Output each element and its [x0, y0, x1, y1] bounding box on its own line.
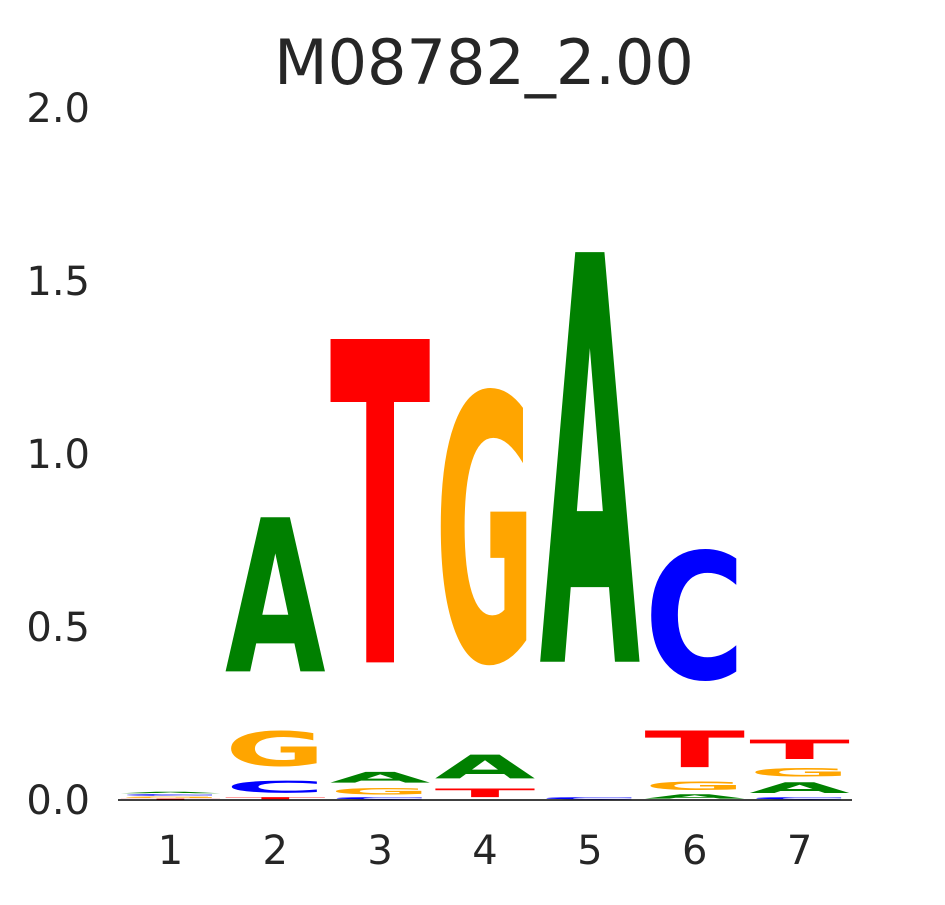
logo-letter-glyph: G — [644, 779, 745, 793]
x-tick-label: 6 — [682, 828, 707, 874]
x-tick-label: 2 — [263, 828, 288, 874]
logo-letter-a: A — [644, 793, 745, 800]
logo-letter-g: G — [225, 722, 326, 777]
logo-letter-glyph: C — [540, 797, 641, 800]
logo-letter-glyph: A — [540, 141, 642, 795]
logo-letter-t: T — [644, 721, 745, 779]
y-tick-label: 0.0 — [26, 778, 90, 824]
logo-letter-c: C — [120, 794, 221, 796]
logo-letter-g: G — [120, 796, 221, 798]
y-axis: 0.0 0.5 1.0 1.5 2.0 — [26, 86, 90, 824]
logo-letter-a: A — [120, 791, 221, 793]
logo-letter-g: G — [330, 786, 431, 796]
logo-letter-glyph: T — [435, 786, 536, 800]
logo-letter-glyph: C — [749, 797, 850, 800]
logo-letter-glyph: T — [120, 798, 221, 800]
y-tick-label: 1.0 — [26, 432, 90, 478]
logo-letter-c: C — [644, 517, 745, 720]
logo-letter-glyph: A — [120, 791, 221, 793]
logo-letter-t: T — [435, 786, 536, 800]
logo-letter-c: C — [749, 797, 850, 800]
logo-letter-a: A — [749, 779, 850, 796]
logo-letter-glyph: T — [749, 735, 850, 766]
logo-letter-t: T — [120, 798, 221, 800]
logo-letter-t: T — [225, 797, 326, 800]
logo-letter-glyph: A — [749, 779, 850, 796]
logo-letter-c: C — [330, 797, 431, 800]
logo-letter-a: A — [435, 748, 536, 786]
logo-letter-t: T — [749, 735, 850, 766]
x-tick-label: 5 — [577, 828, 602, 874]
logo-letter-glyph: C — [120, 794, 221, 796]
logo-letter-glyph: A — [330, 769, 431, 786]
logo-letter-c: C — [225, 778, 326, 797]
logo-letter-c: C — [540, 797, 641, 800]
x-axis: 1 2 3 4 5 6 7 — [158, 828, 813, 874]
x-tick-label: 3 — [367, 828, 392, 874]
logo-letter-glyph: A — [435, 748, 536, 786]
logo-letter-glyph: A — [644, 793, 745, 800]
logo-letter-glyph: G — [749, 765, 850, 779]
y-tick-label: 1.5 — [26, 259, 90, 305]
logo-letter-glyph: T — [330, 250, 431, 767]
logo-letter-a: A — [540, 141, 642, 795]
logo-letter-glyph: C — [330, 797, 431, 800]
logo-letter-g: G — [435, 321, 536, 748]
logo-letter-glyph: T — [225, 797, 326, 800]
logo-letter-glyph: T — [644, 721, 745, 779]
logo-letter-g: G — [644, 779, 745, 793]
logo-letter-glyph: G — [120, 796, 221, 798]
y-tick-label: 2.0 — [26, 86, 90, 132]
logo-letter-a: A — [330, 769, 431, 786]
logo-letter-glyph: G — [225, 722, 326, 777]
logo-letter-glyph: G — [435, 321, 536, 748]
x-tick-label: 4 — [472, 828, 497, 874]
logo-letter-g: G — [749, 765, 850, 779]
logo-letter-t: T — [330, 250, 431, 767]
chart-title: M08782_2.00 — [274, 26, 694, 99]
logo-letter-glyph: C — [225, 778, 326, 797]
y-tick-label: 0.5 — [26, 605, 90, 651]
logo-letter-glyph: G — [330, 786, 431, 796]
logo-letter-glyph: C — [644, 517, 745, 720]
x-tick-label: 1 — [158, 828, 183, 874]
x-tick-label: 7 — [787, 828, 812, 874]
logo-letter-glyph: A — [225, 476, 326, 722]
logo-letter-a: A — [225, 476, 326, 722]
